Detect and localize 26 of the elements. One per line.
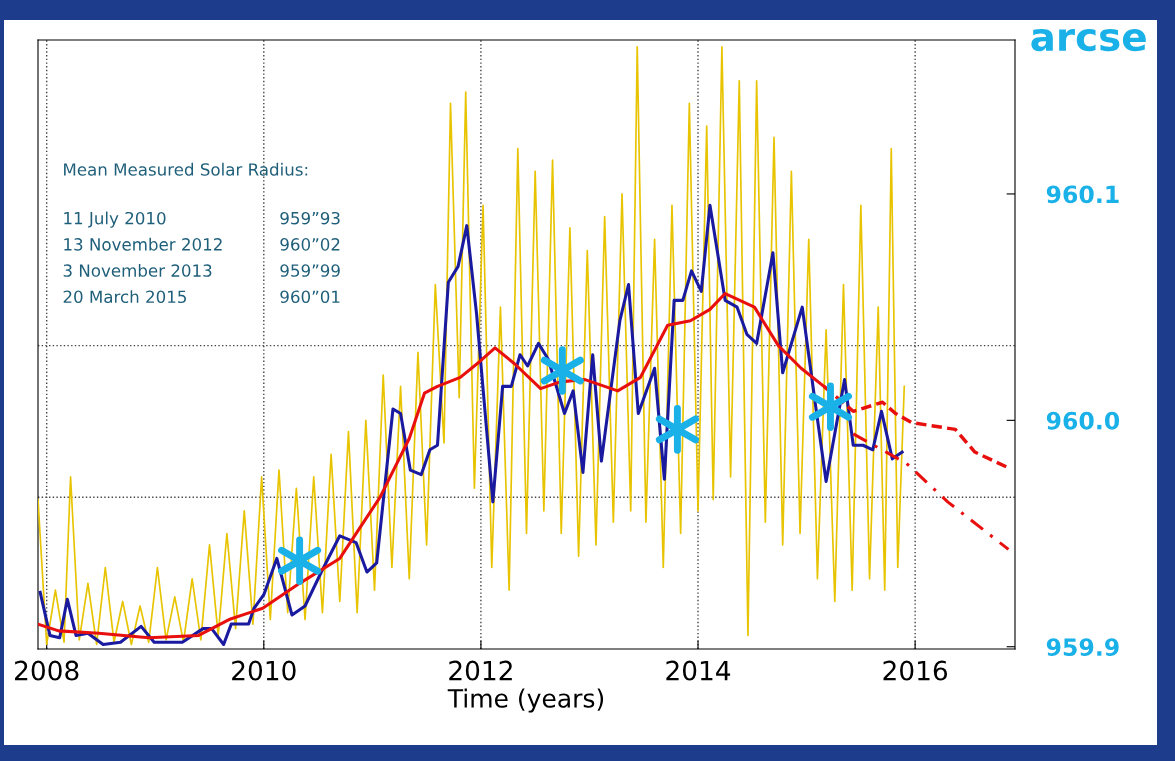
point xyxy=(655,405,699,454)
x-tick-label: 2012 xyxy=(449,660,512,681)
annotation: 960”02 xyxy=(280,238,340,251)
annotation: 3 November 2013 xyxy=(63,263,212,277)
line-series xyxy=(851,432,1011,551)
annotation: Mean Measured Solar Radius: xyxy=(64,162,308,176)
line-series xyxy=(38,45,906,646)
annotation: 13 November 2012 xyxy=(64,237,222,251)
x-tick-label: 2010 xyxy=(232,660,296,681)
x-tick-label: 2016 xyxy=(883,660,948,681)
x-tick-label: 2008 xyxy=(15,660,79,681)
line-series xyxy=(38,203,904,646)
annotation: 11 July 2010 xyxy=(64,211,166,228)
y-axis-title: arcse xyxy=(1031,28,1146,52)
y-tick-label: 959.9 xyxy=(1046,638,1119,657)
annotation: 959”93 xyxy=(280,211,340,225)
annotation: 959”99 xyxy=(280,264,340,277)
point xyxy=(278,536,322,586)
y-tick-label: 960.0 xyxy=(1046,411,1120,430)
annotation: 960”01 xyxy=(280,290,340,304)
x-tick-label: 2014 xyxy=(666,660,731,681)
point xyxy=(540,346,584,395)
y-tick-label: 960.1 xyxy=(1046,185,1119,204)
x-axis-title: Time (years) xyxy=(447,688,604,713)
annotation: 20 March 2015 xyxy=(63,290,186,304)
point xyxy=(808,382,852,432)
